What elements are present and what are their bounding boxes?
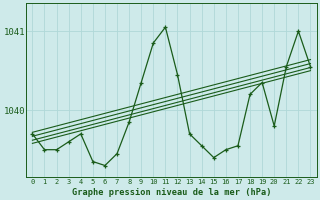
- X-axis label: Graphe pression niveau de la mer (hPa): Graphe pression niveau de la mer (hPa): [72, 188, 271, 197]
